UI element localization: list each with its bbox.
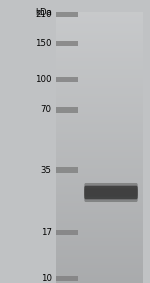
Text: 17: 17	[41, 228, 52, 237]
Bar	[56, 12, 78, 17]
Text: 70: 70	[41, 106, 52, 114]
FancyBboxPatch shape	[84, 186, 138, 199]
Text: kDa: kDa	[35, 8, 52, 18]
Bar	[56, 276, 78, 281]
Bar	[56, 76, 78, 82]
Bar	[56, 108, 78, 113]
FancyBboxPatch shape	[84, 188, 138, 202]
Bar	[56, 41, 78, 46]
Text: 100: 100	[35, 74, 52, 83]
Bar	[56, 168, 78, 173]
Text: 10: 10	[41, 274, 52, 283]
Text: 150: 150	[35, 39, 52, 48]
Text: 35: 35	[41, 166, 52, 175]
FancyBboxPatch shape	[84, 183, 138, 197]
Bar	[56, 230, 78, 235]
Text: 210: 210	[35, 10, 52, 19]
